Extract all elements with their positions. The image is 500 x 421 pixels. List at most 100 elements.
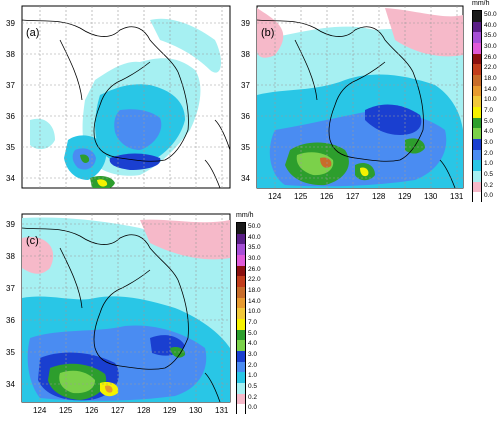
colorbar-swatches (236, 222, 246, 415)
colorbar-swatch (473, 43, 481, 54)
lat-tick: 39 (6, 220, 15, 229)
colorbar-swatch (237, 297, 245, 309)
colorbar-swatch (237, 287, 245, 298)
colorbar-tick-label: 3.0 (248, 350, 258, 358)
colorbar-tick-label: 1.0 (484, 160, 494, 168)
colorbar-swatch (237, 276, 245, 287)
panel-c: (c) 34 35 36 37 38 39 124 125 126 127 12… (0, 208, 240, 421)
colorbar-tick-label: 18.0 (248, 286, 261, 294)
colorbar-tick-label: 40.0 (484, 21, 497, 29)
lat-tick: 35 (6, 143, 15, 152)
colorbar-swatch (237, 255, 245, 266)
colorbar-swatches (472, 10, 482, 203)
colorbar-swatch (237, 329, 245, 341)
colorbar-swatch (473, 85, 481, 97)
gridlines-c (22, 214, 230, 402)
map-c-svg: (c) 34 35 36 37 38 39 124 125 126 127 12… (6, 213, 231, 415)
map-a-svg: (a) 34 35 36 37 38 39 (6, 5, 231, 189)
colorbar-swatch (237, 404, 245, 415)
lon-tick: 131 (450, 192, 464, 201)
lon-tick: 130 (189, 406, 203, 415)
colorbar-swatch (473, 32, 481, 43)
colorbar-tick-label: 26.0 (484, 53, 497, 61)
lat-tick: 34 (241, 174, 250, 183)
colorbar-tick-label: 7.0 (248, 318, 258, 326)
lon-tick: 124 (33, 406, 47, 415)
lon-tick: 127 (111, 406, 125, 415)
colorbar-tick-label: 0.0 (248, 404, 258, 412)
lon-tick: 131 (215, 406, 229, 415)
colorbar-tick-label: 5.0 (484, 117, 494, 125)
colorbar-swatch (473, 53, 481, 65)
colorbar-swatch (237, 319, 245, 330)
lat-tick: 34 (6, 380, 15, 389)
colorbar-tick-label: 50.0 (484, 10, 497, 18)
colorbar-tick-label: 40.0 (248, 233, 261, 241)
lat-tick: 37 (241, 81, 250, 90)
colorbar-tick-label: 2.0 (248, 361, 258, 369)
colorbar-tick-label: 0.5 (484, 170, 494, 178)
colorbar-tick-label: 14.0 (248, 297, 261, 305)
colorbar-swatch (473, 107, 481, 118)
colorbar-swatch (473, 128, 481, 139)
panel-a: (a) 34 35 36 37 38 39 (0, 0, 240, 215)
lon-ticks-b: 124 125 126 127 128 129 130 131 (268, 192, 464, 201)
colorbar-tick-label: 22.0 (248, 276, 261, 284)
coastline-b (257, 19, 456, 188)
colorbar-tick-label: 50.0 (248, 222, 261, 230)
colorbar-swatch (473, 21, 481, 33)
lat-tick: 36 (6, 112, 15, 121)
lat-tick: 38 (241, 50, 250, 59)
precip-field-b (257, 8, 463, 188)
lat-ticks-a: 34 35 36 37 38 39 (6, 19, 15, 183)
colorbar-swatch (473, 117, 481, 129)
colorbar-tick-label: 5.0 (248, 329, 258, 337)
precip-field-c (22, 217, 230, 402)
colorbar-swatch (473, 171, 481, 182)
colorbar-swatch (473, 96, 481, 107)
colorbar-tick-label: 30.0 (484, 42, 497, 50)
colorbar-unit: mm/h (472, 0, 490, 7)
map-b-svg: (b) 34 35 36 37 38 39 124 125 126 127 12… (241, 5, 464, 201)
lat-tick: 35 (6, 348, 15, 357)
colorbar-swatch (237, 340, 245, 351)
colorbar-swatch (237, 244, 245, 255)
lon-tick: 129 (398, 192, 412, 201)
colorbar-tick-label: 0.2 (484, 181, 494, 189)
lat-ticks-b: 34 35 36 37 38 39 (241, 19, 250, 183)
colorbar-tick-label: 4.0 (484, 128, 494, 136)
colorbar-tick-label: 3.0 (484, 138, 494, 146)
colorbar-swatch (473, 192, 481, 203)
colorbar-swatch (473, 64, 481, 75)
colorbar-swatch (237, 393, 245, 405)
coastline-c (22, 227, 221, 402)
colorbar-tick-label: 30.0 (248, 254, 261, 262)
colorbar-tick-label: 0.0 (484, 192, 494, 200)
colorbar-swatch (237, 383, 245, 394)
colorbar-swatch (473, 149, 481, 161)
colorbar-swatch (237, 351, 245, 362)
panel-label-c: (c) (26, 235, 39, 247)
colorbar-swatch (473, 139, 481, 150)
lon-tick: 128 (137, 406, 151, 415)
colorbar-top: mm/h 50.0 40.0 35.0 30.0 26.0 22.0 18.0 14.0 10.… (470, 0, 500, 210)
colorbar-tick-label: 35.0 (484, 32, 497, 40)
colorbar-swatch (473, 75, 481, 86)
colorbar-tick-label: 2.0 (484, 149, 494, 157)
colorbar-swatch (237, 308, 245, 319)
colorbar-tick-label: 18.0 (484, 74, 497, 82)
lat-tick: 36 (241, 112, 250, 121)
lon-tick: 126 (320, 192, 334, 201)
colorbar-tick-label: 14.0 (484, 85, 497, 93)
colorbar-tick-label: 4.0 (248, 340, 258, 348)
lat-tick: 37 (6, 81, 15, 90)
lat-tick: 34 (6, 174, 15, 183)
coastline-a (22, 19, 230, 188)
lon-tick: 128 (372, 192, 386, 201)
lon-ticks-c: 124 125 126 127 128 129 130 131 (33, 406, 229, 415)
colorbar-tick-label: 26.0 (248, 265, 261, 273)
panel-b: (b) 34 35 36 37 38 39 124 125 126 127 12… (235, 0, 465, 215)
colorbar-tick-label: 7.0 (484, 106, 494, 114)
colorbar-swatch (473, 181, 481, 193)
gridlines-a (22, 6, 230, 188)
